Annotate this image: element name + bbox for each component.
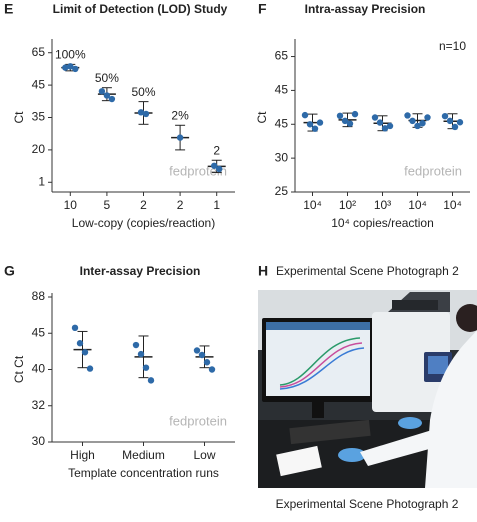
data-point — [451, 123, 459, 131]
y-tick-label: 20 — [32, 142, 46, 156]
x-tick-label: 10² — [339, 198, 356, 212]
photo-title: Experimental Scene Photograph 2 — [276, 264, 459, 278]
x-tick-label: 10³ — [374, 198, 391, 212]
data-point — [306, 121, 314, 128]
data-point — [346, 120, 354, 127]
data-point — [137, 109, 145, 116]
y-axis-label: Ct — [255, 111, 269, 124]
data-point — [142, 110, 150, 118]
y-tick-label: 1 — [38, 174, 45, 188]
x-tick-label: 2 — [177, 198, 184, 212]
data-point — [386, 122, 394, 130]
data-point — [198, 351, 206, 359]
x-tick-label: 5 — [104, 198, 111, 212]
data-point — [316, 119, 324, 126]
data-point — [419, 120, 426, 127]
x-tick-label: Medium — [122, 448, 165, 462]
y-tick-label: 45 — [32, 325, 46, 339]
y-tick-label: 45 — [32, 77, 46, 91]
annotation: 2% — [171, 108, 189, 122]
y-tick-label: 30 — [275, 150, 289, 164]
note: n=10 — [439, 39, 466, 53]
y-tick-label: 45 — [275, 83, 289, 97]
data-point — [147, 377, 155, 384]
x-tick-label: 2 — [140, 198, 147, 212]
annotation: 2 — [213, 143, 220, 157]
data-point — [72, 65, 79, 73]
y-tick-label: 32 — [32, 398, 46, 412]
data-point — [98, 88, 106, 95]
x-axis-label: 10⁴ copies/reaction — [331, 216, 434, 230]
y-tick-label: 35 — [32, 110, 46, 124]
data-point — [301, 111, 309, 119]
data-point — [67, 63, 74, 70]
x-tick-label: 10⁴ — [303, 198, 322, 212]
data-point — [203, 359, 211, 366]
y-tick-label: 30 — [32, 434, 46, 448]
data-point — [208, 366, 216, 373]
watermark: fedprotein — [169, 413, 227, 428]
photo-caption: Experimental Scene Photograph 2 — [276, 497, 459, 511]
y-tick-label: 40 — [32, 362, 46, 376]
panel-letter: G — [4, 263, 15, 279]
data-point — [351, 110, 359, 118]
data-point — [142, 364, 150, 371]
data-point — [424, 114, 431, 121]
data-point — [414, 122, 421, 130]
data-point — [216, 165, 223, 173]
x-axis-label: Low-copy (copies/reaction) — [72, 216, 215, 230]
data-point — [456, 119, 464, 126]
data-point — [336, 112, 344, 120]
x-axis-label: Template concentration runs — [68, 466, 219, 480]
x-tick-label: 10 — [64, 198, 78, 212]
data-point — [441, 112, 449, 120]
y-tick-label: 65 — [32, 45, 46, 59]
data-point — [193, 347, 201, 354]
data-point — [211, 162, 218, 169]
y-tick-label: 25 — [275, 184, 289, 198]
data-point — [376, 119, 384, 126]
data-point — [446, 117, 454, 125]
data-point — [409, 117, 416, 125]
data-point — [311, 125, 319, 132]
x-tick-label: Low — [193, 448, 215, 462]
panel-title: Inter-assay Precision — [80, 264, 201, 278]
data-point — [62, 64, 69, 71]
data-point — [81, 349, 89, 356]
y-tick-label: 65 — [275, 49, 289, 63]
x-tick-label: High — [70, 448, 95, 462]
panel-letter: F — [258, 1, 267, 17]
x-tick-label: 10⁴ — [443, 198, 462, 212]
data-point — [71, 324, 79, 332]
data-point — [176, 134, 184, 141]
panel-title: Intra-assay Precision — [305, 2, 426, 16]
data-point — [371, 114, 379, 121]
data-point — [103, 92, 111, 99]
annotation: 50% — [131, 85, 155, 99]
y-axis-label: Ct Ct — [12, 355, 26, 383]
data-point — [137, 350, 145, 358]
panel-title: Limit of Detection (LOD) Study — [53, 2, 228, 16]
panel-letter: H — [258, 263, 268, 279]
data-point — [132, 341, 140, 349]
annotation: 50% — [95, 71, 119, 85]
y-tick-label: 88 — [32, 289, 46, 303]
data-point — [381, 125, 389, 132]
data-point — [108, 95, 116, 103]
data-point — [341, 117, 349, 125]
annotation: 100% — [55, 48, 86, 62]
data-point — [76, 340, 84, 347]
x-tick-label: 1 — [213, 198, 220, 212]
watermark: fedprotein — [404, 163, 462, 178]
panel-letter: E — [4, 1, 13, 17]
x-tick-label: 10⁴ — [408, 198, 427, 212]
data-point — [404, 112, 411, 119]
y-tick-label: 45 — [275, 116, 289, 130]
data-point — [86, 365, 94, 372]
y-axis-label: Ct — [12, 111, 26, 124]
photo — [258, 290, 477, 488]
